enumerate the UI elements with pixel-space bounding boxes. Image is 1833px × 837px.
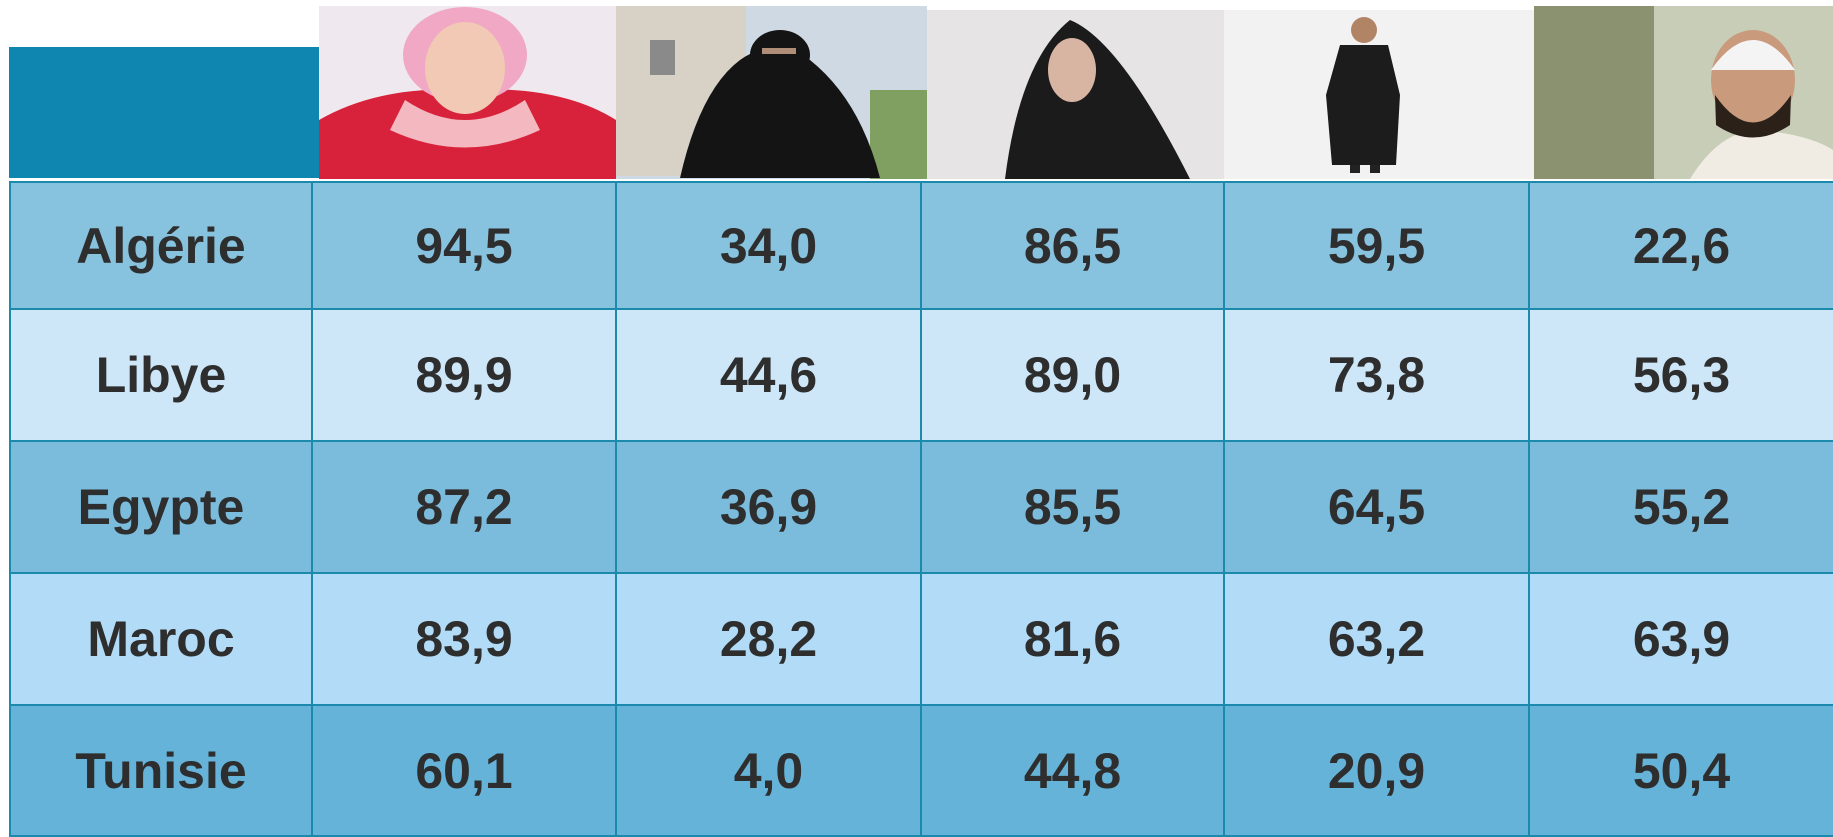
- table-cell: 94,5: [313, 181, 617, 310]
- table-cell: 85,5: [922, 442, 1225, 574]
- row-header: Maroc: [9, 574, 313, 706]
- table-cell: 89,9: [313, 310, 617, 442]
- row-header: Tunisie: [9, 706, 313, 837]
- table-cell: 55,2: [1530, 442, 1833, 574]
- table-cell: 34,0: [617, 181, 922, 310]
- table-cell: 63,9: [1530, 574, 1833, 706]
- table-cell: 89,0: [922, 310, 1225, 442]
- row-header: Libye: [9, 310, 313, 442]
- row-header: Egypte: [9, 442, 313, 574]
- header-photos: [0, 0, 1833, 182]
- photo-thobe: [1224, 10, 1534, 179]
- table-cell: 83,9: [313, 574, 617, 706]
- photo-man-cap: [1534, 6, 1833, 179]
- table-cell: 44,6: [617, 310, 922, 442]
- photo-hijab: [319, 6, 616, 179]
- table-cell: 4,0: [617, 706, 922, 837]
- table-cell: 60,1: [313, 706, 617, 837]
- table-cell: 64,5: [1225, 442, 1530, 574]
- row-header: Algérie: [9, 181, 313, 310]
- photo-niqab: [616, 6, 927, 179]
- table-cell: 44,8: [922, 706, 1225, 837]
- table-cell: 81,6: [922, 574, 1225, 706]
- table-cell: 50,4: [1530, 706, 1833, 837]
- table-cell: 20,9: [1225, 706, 1530, 837]
- table-cell: 36,9: [617, 442, 922, 574]
- table-cell: 86,5: [922, 181, 1225, 310]
- page: {"table": {"rows": [ ["Algérie", "94,5",…: [0, 0, 1833, 837]
- table-cell: 87,2: [313, 442, 617, 574]
- table-cell: 22,6: [1530, 181, 1833, 310]
- table-cell: 28,2: [617, 574, 922, 706]
- table-cell: 59,5: [1225, 181, 1530, 310]
- table-cell: 73,8: [1225, 310, 1530, 442]
- table-cell: 63,2: [1225, 574, 1530, 706]
- table-cell: 56,3: [1530, 310, 1833, 442]
- photo-chador: [927, 10, 1224, 179]
